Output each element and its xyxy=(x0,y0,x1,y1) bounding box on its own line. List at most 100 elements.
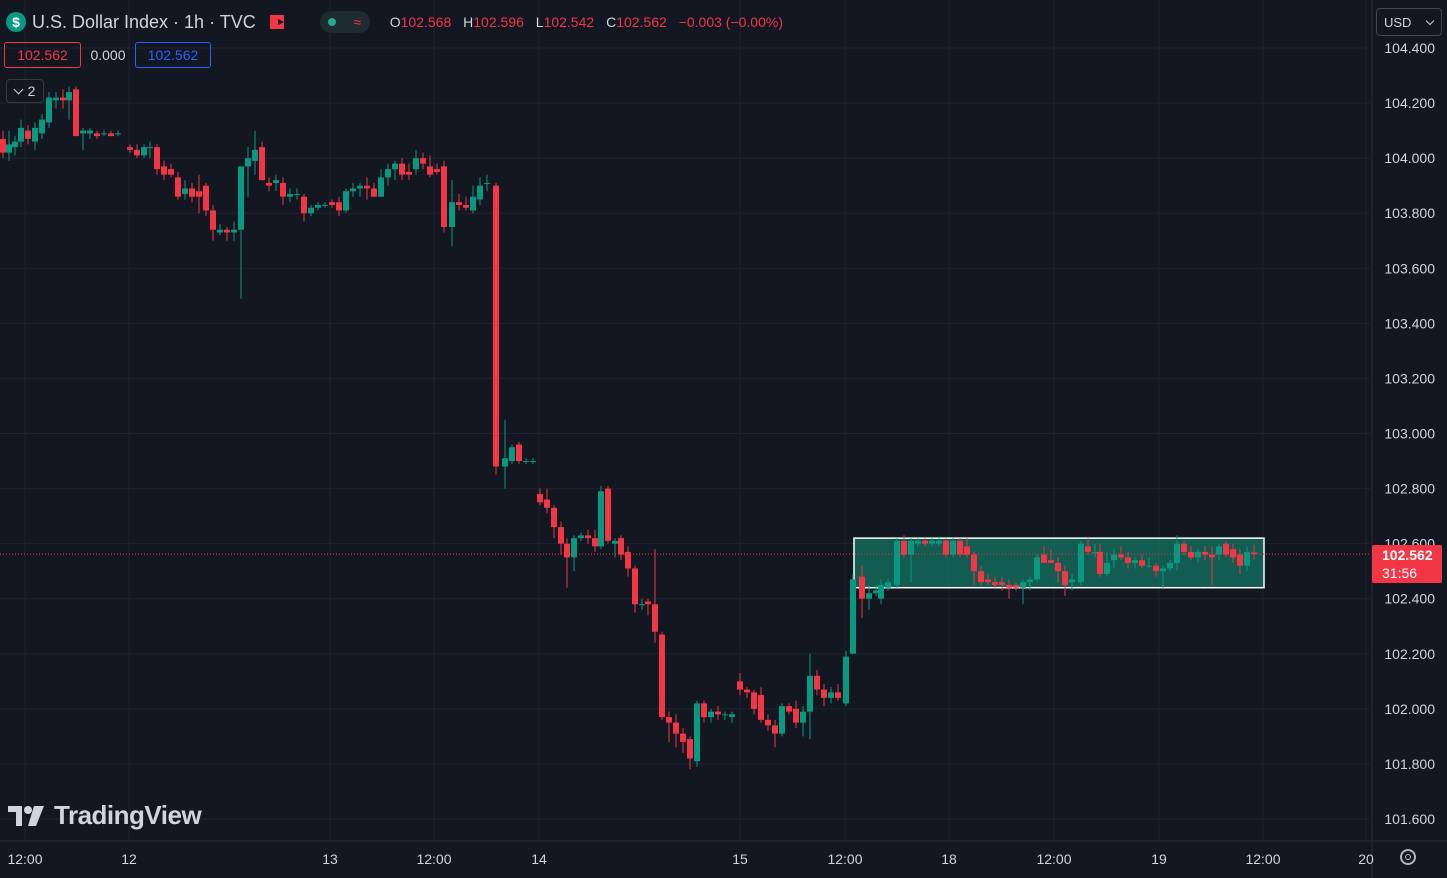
candle xyxy=(793,700,799,729)
candle-body xyxy=(544,499,550,508)
change-value: −0.003 (−0.00%) xyxy=(678,14,783,30)
close-value: 102.562 xyxy=(616,14,667,30)
market-status[interactable]: ≈ xyxy=(319,11,370,33)
candle-body xyxy=(399,163,405,175)
candle xyxy=(502,419,508,489)
flag-icon[interactable] xyxy=(269,15,284,29)
candle-body xyxy=(772,725,778,734)
candle-body xyxy=(530,461,536,463)
candle xyxy=(1181,540,1187,555)
buy-button[interactable]: 102.562 xyxy=(135,42,211,68)
candle-body xyxy=(1160,568,1166,572)
candle xyxy=(779,703,785,737)
candle-body xyxy=(659,634,665,718)
candle-body xyxy=(708,711,714,718)
indicators-toggle-button[interactable]: 2 xyxy=(6,79,44,103)
candle-body xyxy=(835,692,841,698)
candle xyxy=(238,166,244,299)
candle xyxy=(915,538,921,547)
candle xyxy=(835,684,841,701)
open-label: O xyxy=(389,14,401,30)
candle xyxy=(632,565,638,613)
candle xyxy=(87,127,93,139)
candle-body xyxy=(722,714,728,716)
candle xyxy=(722,711,728,720)
candle xyxy=(598,485,604,550)
candle xyxy=(350,182,356,197)
candle-body xyxy=(673,722,679,734)
candle xyxy=(329,199,335,208)
candle-body xyxy=(434,169,440,172)
candle-body xyxy=(427,166,433,175)
candle xyxy=(39,114,45,139)
time-tick-label: 19 xyxy=(1151,851,1167,867)
candle xyxy=(1132,557,1138,569)
candle xyxy=(729,711,735,723)
candle xyxy=(558,521,564,555)
candle-body xyxy=(1251,552,1257,555)
candle xyxy=(280,177,286,205)
candle xyxy=(1069,573,1075,591)
candle xyxy=(1048,549,1054,563)
price-axis[interactable]: 104.400 104.200 104.000 103.800 103.600 103.4… xyxy=(1384,40,1435,827)
candle xyxy=(245,147,251,197)
candle-body xyxy=(231,229,237,233)
settings-gear-icon[interactable] xyxy=(1400,849,1416,865)
candle-body xyxy=(392,163,398,170)
candle xyxy=(210,204,216,241)
candle-body xyxy=(618,538,624,555)
candle-body xyxy=(625,551,631,569)
time-axis[interactable]: 12:00 12 13 12:00 14 15 12:00 18 12:00 19 12:00 20 xyxy=(7,851,1374,867)
candle-body xyxy=(266,182,272,186)
time-tick-label: 12 xyxy=(121,851,137,867)
indicator-count: 2 xyxy=(27,83,36,99)
live-dot-icon xyxy=(328,18,337,26)
candle xyxy=(1097,543,1103,577)
candle-body xyxy=(1027,579,1033,583)
candle-body xyxy=(701,703,707,718)
candle-body xyxy=(1118,554,1124,558)
candle-body xyxy=(1202,551,1208,555)
candle xyxy=(406,163,412,181)
candle xyxy=(441,160,447,233)
price-tick-label: 104.400 xyxy=(1384,40,1435,56)
candle xyxy=(523,458,529,464)
candle-body xyxy=(715,711,721,715)
candle-body xyxy=(66,92,72,101)
candle xyxy=(266,177,272,192)
candle xyxy=(46,92,52,128)
candle xyxy=(224,226,230,241)
tradingview-logo[interactable]: TradingView xyxy=(8,800,202,831)
time-tick-label: 12:00 xyxy=(827,851,862,867)
candle xyxy=(551,505,557,539)
candle-body xyxy=(1216,546,1222,555)
sell-button[interactable]: 102.562 xyxy=(4,42,81,68)
time-tick-label: 18 xyxy=(941,851,957,867)
candle xyxy=(859,565,865,618)
currency-selector[interactable]: USD xyxy=(1376,8,1442,36)
candle xyxy=(680,728,686,753)
candle-body xyxy=(441,166,447,227)
candle xyxy=(434,163,440,175)
price-tick-label: 104.200 xyxy=(1384,95,1435,111)
candle xyxy=(1216,543,1222,561)
candle xyxy=(6,130,12,161)
candle-body xyxy=(94,133,100,137)
candle-body xyxy=(87,130,93,134)
candle-body xyxy=(39,119,45,134)
candle xyxy=(322,202,328,208)
candle xyxy=(625,546,631,577)
candle-body xyxy=(859,576,865,599)
candle xyxy=(175,171,181,200)
candle-body xyxy=(108,133,114,137)
candle xyxy=(894,538,900,588)
candle-body xyxy=(182,188,188,194)
candle-body xyxy=(343,191,349,211)
candle-body xyxy=(729,714,735,718)
symbol-title[interactable]: U.S. Dollar Index · 1h · TVC xyxy=(32,11,256,32)
close-label: C xyxy=(606,14,617,30)
candle xyxy=(94,130,100,139)
candle xyxy=(231,221,237,241)
candle-body xyxy=(666,717,672,723)
